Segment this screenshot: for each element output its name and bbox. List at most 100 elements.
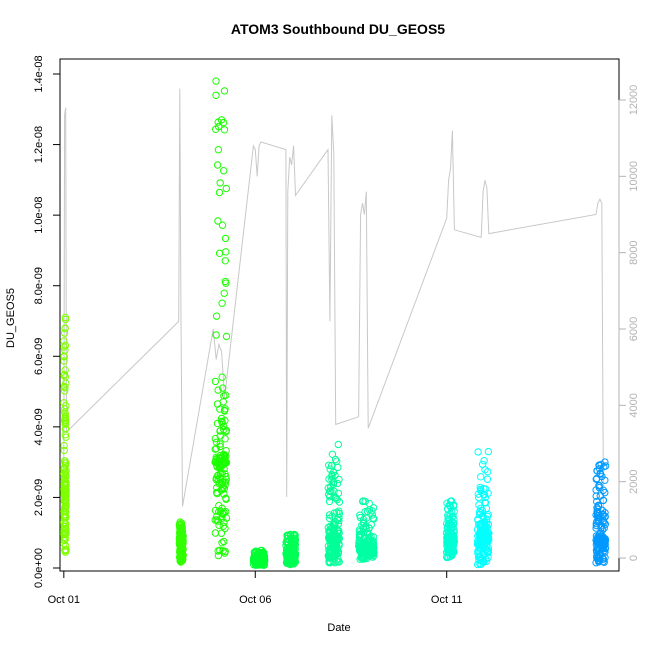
data-point bbox=[62, 459, 70, 467]
data-point bbox=[211, 434, 220, 443]
data-point bbox=[61, 324, 69, 332]
x-tick-label: Oct 06 bbox=[239, 594, 271, 606]
data-point bbox=[177, 556, 185, 564]
data-point bbox=[482, 504, 491, 513]
data-point bbox=[365, 506, 373, 514]
data-point bbox=[357, 545, 365, 554]
x-tick-label: Oct 11 bbox=[431, 594, 463, 606]
data-point bbox=[175, 535, 184, 543]
data-point bbox=[177, 545, 185, 553]
data-point bbox=[283, 534, 291, 543]
data-point bbox=[287, 543, 295, 551]
data-point bbox=[217, 414, 226, 423]
data-point bbox=[333, 479, 342, 488]
right-tick-label: 0 bbox=[628, 555, 640, 561]
left-tick-label: 2.0e-09 bbox=[33, 479, 45, 516]
data-point bbox=[60, 470, 68, 479]
data-point bbox=[449, 535, 457, 544]
data-point bbox=[212, 331, 220, 339]
data-point bbox=[60, 473, 69, 482]
x-axis-label: Date bbox=[327, 622, 350, 634]
data-point bbox=[477, 532, 486, 540]
y-axis-label: DU_GEOS5 bbox=[5, 288, 17, 348]
data-point bbox=[221, 458, 230, 466]
data-point bbox=[445, 547, 453, 555]
data-point bbox=[599, 517, 608, 525]
data-point bbox=[62, 487, 70, 496]
data-point bbox=[60, 446, 68, 455]
data-point bbox=[329, 529, 337, 537]
data-point bbox=[221, 524, 229, 533]
data-point bbox=[483, 533, 491, 542]
data-point bbox=[220, 425, 228, 434]
data-point bbox=[212, 438, 221, 446]
data-point bbox=[334, 440, 342, 449]
data-point bbox=[334, 463, 342, 472]
data-point bbox=[219, 118, 228, 127]
data-point bbox=[369, 504, 378, 512]
data-point bbox=[222, 332, 231, 341]
data-point bbox=[325, 547, 334, 555]
data-point bbox=[215, 456, 223, 465]
data-point bbox=[177, 552, 186, 561]
data-point bbox=[214, 217, 222, 225]
data-point bbox=[325, 557, 333, 566]
data-point bbox=[222, 279, 230, 287]
data-point bbox=[259, 556, 268, 564]
data-point bbox=[484, 529, 493, 537]
data-point bbox=[327, 483, 335, 491]
data-point bbox=[61, 461, 70, 469]
data-point bbox=[370, 544, 378, 552]
data-point bbox=[480, 457, 488, 465]
data-point bbox=[61, 383, 69, 392]
data-point bbox=[60, 329, 69, 337]
data-point bbox=[593, 474, 601, 483]
data-point bbox=[211, 506, 220, 515]
data-point bbox=[599, 536, 608, 545]
data-point bbox=[444, 505, 452, 513]
x-axis: Oct 01 Oct 06 Oct 11 bbox=[48, 570, 463, 606]
data-point bbox=[60, 357, 68, 365]
data-point bbox=[485, 536, 493, 544]
data-point bbox=[361, 508, 369, 516]
data-point bbox=[221, 234, 230, 243]
data-point bbox=[215, 508, 223, 516]
left-tick-label: 6.0e-09 bbox=[33, 338, 45, 375]
data-point bbox=[484, 520, 493, 528]
data-point bbox=[220, 289, 228, 297]
data-point bbox=[334, 555, 342, 563]
right-tick-label: 12000 bbox=[628, 85, 640, 116]
data-point bbox=[216, 432, 224, 440]
data-point bbox=[220, 508, 228, 516]
data-point bbox=[214, 386, 222, 394]
data-point bbox=[597, 522, 606, 530]
data-point bbox=[213, 161, 222, 169]
data-point bbox=[62, 402, 70, 410]
data-point bbox=[221, 470, 229, 478]
data-point bbox=[222, 514, 231, 522]
data-point bbox=[356, 530, 365, 538]
data-point bbox=[221, 405, 229, 413]
data-point bbox=[482, 557, 491, 565]
data-point bbox=[327, 462, 336, 470]
data-point bbox=[334, 535, 343, 543]
data-point bbox=[222, 184, 231, 193]
data-point bbox=[450, 507, 458, 516]
right-tick-label: 2000 bbox=[628, 469, 640, 493]
data-point bbox=[60, 382, 68, 390]
data-point bbox=[477, 473, 485, 481]
data-point bbox=[61, 530, 70, 538]
data-point bbox=[62, 496, 70, 504]
point-cluster bbox=[355, 497, 378, 563]
data-point bbox=[61, 373, 70, 381]
data-point bbox=[443, 536, 452, 544]
data-point bbox=[250, 560, 258, 569]
data-point bbox=[62, 520, 70, 528]
data-point bbox=[329, 520, 338, 528]
x-tick-label: Oct 01 bbox=[48, 594, 80, 606]
data-point bbox=[214, 551, 223, 560]
data-point bbox=[476, 544, 485, 552]
data-point bbox=[330, 509, 339, 517]
data-point bbox=[328, 471, 336, 479]
